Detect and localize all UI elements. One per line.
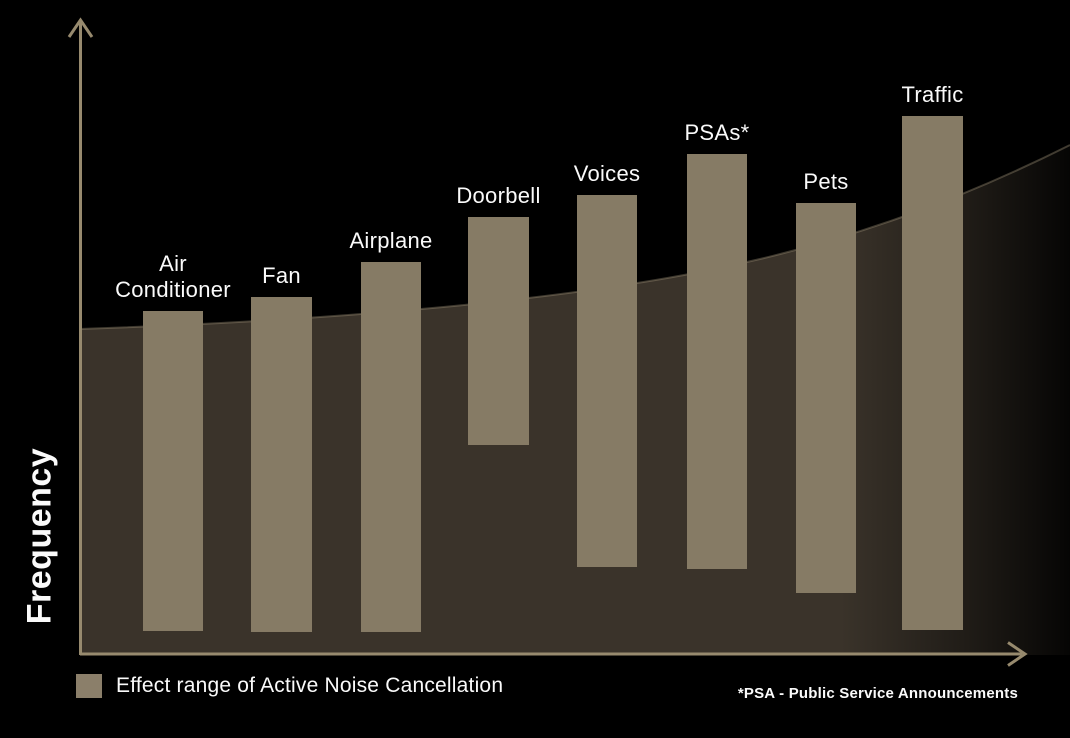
legend: Effect range of Active Noise Cancellatio… <box>76 674 503 698</box>
bar-label-airplane: Airplane <box>349 228 433 253</box>
bar-label-voices: Voices <box>573 161 641 186</box>
bar-air-conditioner <box>143 311 203 631</box>
bar-label-pets: Pets <box>803 169 849 194</box>
bar-doorbell <box>468 217 529 445</box>
bar-psas <box>687 154 747 569</box>
bar-airplane <box>361 262 421 632</box>
legend-swatch-icon <box>76 674 102 698</box>
bar-label-doorbell: Doorbell <box>456 183 541 208</box>
bar-pets <box>796 203 856 593</box>
footnote: *PSA - Public Service Announcements <box>737 685 1018 702</box>
x-axis-arrow-icon <box>1007 641 1028 667</box>
legend-label: Effect range of Active Noise Cancellatio… <box>116 674 504 697</box>
bar-traffic <box>902 116 963 630</box>
y-axis-arrow-icon <box>67 17 94 38</box>
bar-label-air-conditioner: Air Conditioner <box>115 251 231 302</box>
bar-label-traffic: Traffic <box>901 82 964 107</box>
bar-label-psas: PSAs* <box>684 120 750 145</box>
bar-fan <box>251 297 312 632</box>
y-axis-label: Frequency <box>20 447 59 625</box>
bar-label-fan: Fan <box>262 263 301 288</box>
bar-voices <box>577 195 637 567</box>
